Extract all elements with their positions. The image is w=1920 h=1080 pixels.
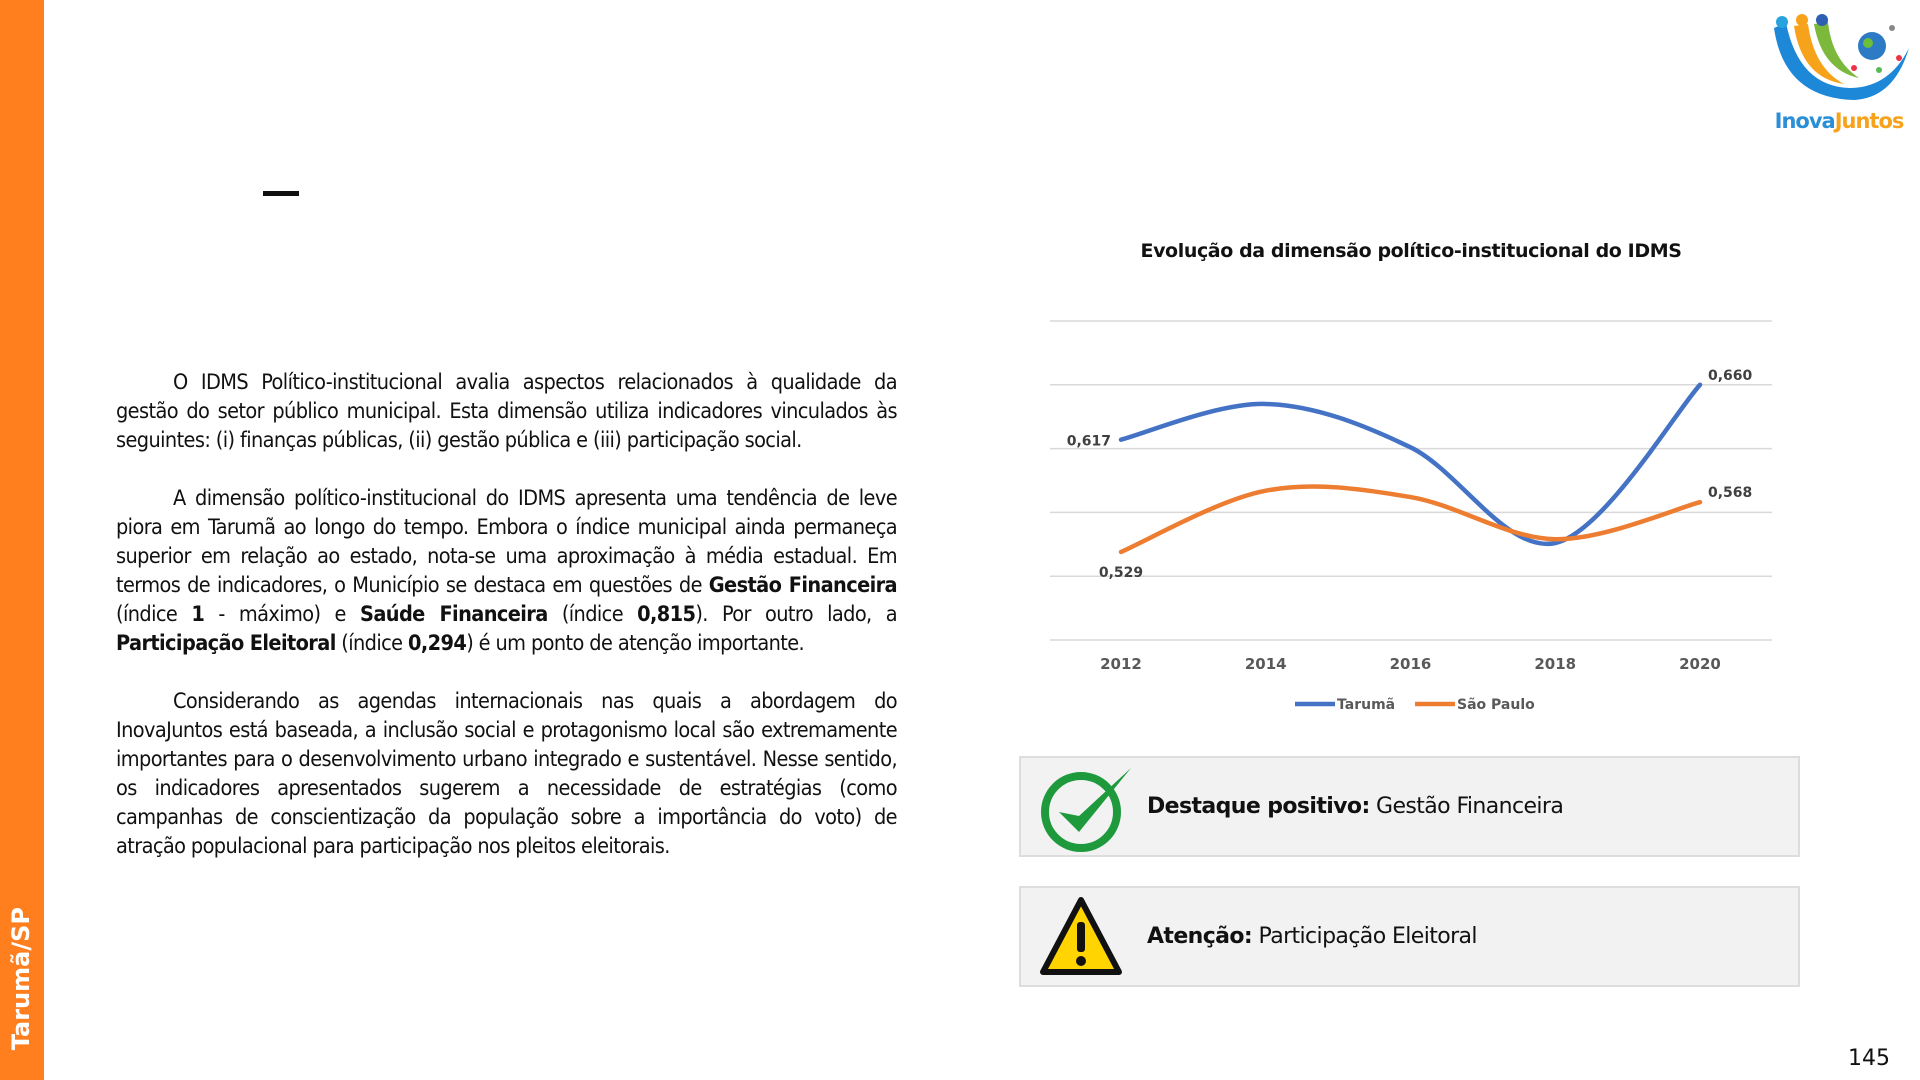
legend-label: São Paulo (1457, 697, 1535, 713)
bold-text: 0,294 (408, 631, 467, 656)
text-run: A dimensão político-institucional do IDM… (116, 486, 898, 598)
highlight-positive-label: Destaque positivo: Gestão Financeira (1147, 794, 1564, 819)
text-run: ). Por outro lado, a (695, 602, 897, 627)
bold-text: Participação Eleitoral (116, 631, 336, 656)
svg-text:InovaJuntos: InovaJuntos (1775, 109, 1904, 133)
check-circle-icon (1039, 764, 1139, 858)
highlight-attention-box: Atenção: Participação Eleitoral (1019, 886, 1800, 987)
series-line-taruma (1118, 382, 1703, 547)
bold-text: Gestão Financeira (708, 573, 898, 598)
x-tick-label: 2018 (1534, 655, 1576, 673)
text-run: ) é um ponto de atenção importante. (466, 631, 805, 656)
series-line-sao-paulo (1118, 484, 1703, 555)
x-tick-label: 2020 (1679, 655, 1721, 673)
x-tick-label: 2014 (1245, 655, 1287, 673)
bold-text: 0,815 (637, 602, 696, 627)
legend-label: Tarumã (1337, 697, 1395, 713)
inovajuntos-logo: InovaJuntos (1764, 8, 1914, 138)
text-run: Considerando as agendas internacionais n… (116, 689, 898, 859)
line-chart: 2012 2014 2016 2018 2020 0,617 0,660 0,529 0,568… (1050, 320, 1772, 713)
sidebar-bar: Tarumã/SP (0, 0, 44, 1080)
x-tick-label: 2012 (1100, 655, 1142, 673)
chart-title: Evolução da dimensão político-institucio… (1140, 240, 1682, 262)
text-run: (índice (116, 602, 192, 627)
bold-text: 1 (191, 602, 205, 627)
paragraph: Considerando as agendas internacionais n… (116, 687, 898, 861)
data-label: 0,617 (1067, 434, 1111, 450)
text-run: (índice (335, 631, 408, 656)
paragraph: O IDMS Político-institucional avalia asp… (116, 368, 898, 455)
body-text: O IDMS Político-institucional avalia asp… (116, 368, 898, 890)
data-label: 0,660 (1708, 368, 1753, 384)
x-tick-label: 2016 (1390, 655, 1432, 673)
paragraph: A dimensão político-institucional do IDM… (116, 484, 898, 658)
warning-icon (1039, 894, 1129, 984)
text-run: O IDMS Político-institucional avalia asp… (116, 370, 898, 453)
sidebar-location-label: Tarumã/SP (7, 906, 35, 1050)
title-dash (263, 191, 299, 196)
data-label: 0,529 (1099, 565, 1143, 581)
text-run: - máximo) e (204, 602, 360, 627)
highlight-attention-label: Atenção: Participação Eleitoral (1147, 924, 1478, 949)
page-number: 145 (1848, 1046, 1890, 1071)
text-run: (índice (547, 602, 638, 627)
highlight-positive-box: Destaque positivo: Gestão Financeira (1019, 756, 1800, 857)
bold-text: Saúde Financeira (359, 602, 548, 627)
data-label: 0,568 (1708, 485, 1752, 501)
